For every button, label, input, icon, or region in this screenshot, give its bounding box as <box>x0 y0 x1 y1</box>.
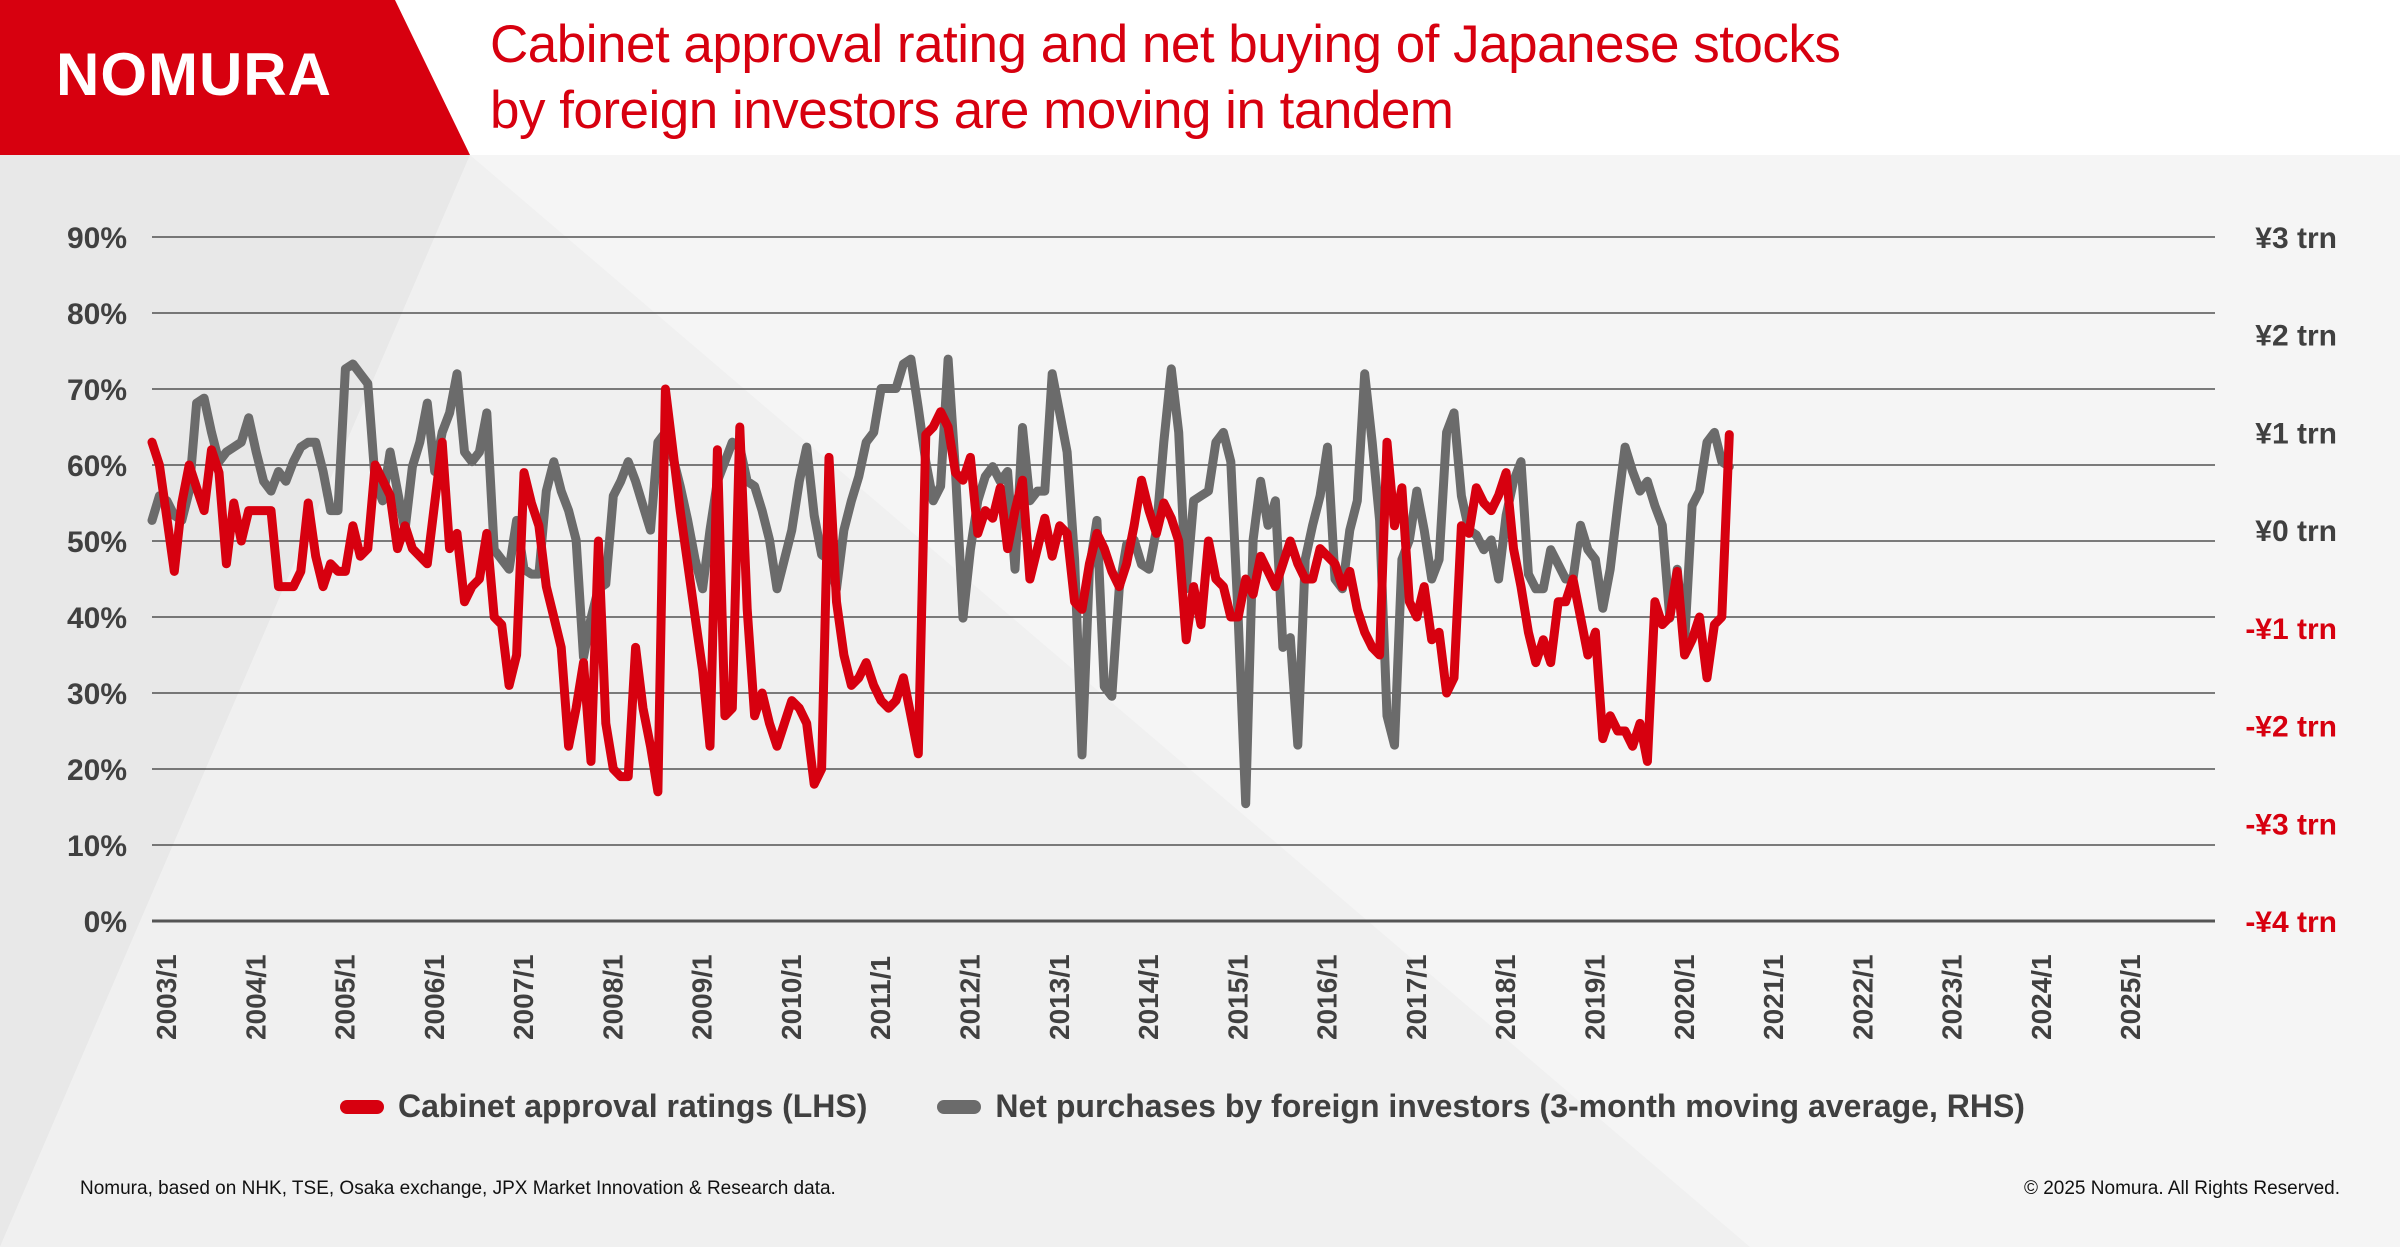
y-right-tick-label: ¥3 trn <box>2255 222 2337 255</box>
x-tick-label: 2004/1 <box>240 954 271 1040</box>
y-right-tick-label: -¥3 trn <box>2245 808 2337 841</box>
y-right-tick-label: -¥1 trn <box>2245 613 2337 646</box>
y-left-tick-label: 40% <box>67 602 127 635</box>
y-left-tick-label: 10% <box>67 830 127 863</box>
legend: Cabinet approval ratings (LHS) Net purch… <box>340 1088 2095 1125</box>
y-right-tick-label: ¥2 trn <box>2255 320 2337 353</box>
y-left-tick-label: 90% <box>67 222 127 255</box>
y-left-tick-label: 0% <box>84 906 127 939</box>
x-tick-label: 2007/1 <box>508 954 539 1040</box>
title-line-2: by foreign investors are moving in tande… <box>490 81 1454 140</box>
y-left-tick-label: 20% <box>67 754 127 787</box>
copyright: © 2025 Nomura. All Rights Reserved. <box>2023 1178 2340 1199</box>
series-line-approval <box>147 384 1734 797</box>
x-tick-label: 2015/1 <box>1222 954 1253 1040</box>
y-left-tick-label: 50% <box>67 526 127 559</box>
y-left-tick-label: 80% <box>67 298 127 331</box>
x-tick-label: 2006/1 <box>419 954 450 1040</box>
x-tick-label: 2021/1 <box>1758 954 1789 1040</box>
x-tick-label: 2008/1 <box>597 954 628 1040</box>
legend-swatch-approval <box>340 1099 384 1114</box>
y-left-tick-label: 60% <box>67 450 127 483</box>
x-tick-label: 2010/1 <box>776 954 807 1040</box>
x-tick-label: 2017/1 <box>1401 954 1432 1040</box>
y-left-tick-label: 30% <box>67 678 127 711</box>
y-right-tick-label: ¥0 trn <box>2255 515 2337 548</box>
x-tick-label: 2013/1 <box>1044 954 1075 1040</box>
legend-item-net-purchases: Net purchases by foreign investors (3-mo… <box>937 1088 2025 1125</box>
x-tick-label: 2023/1 <box>1937 954 1968 1040</box>
x-tick-label: 2020/1 <box>1669 954 1700 1040</box>
series-line-net-purchases <box>147 354 1734 809</box>
x-tick-label: 2022/1 <box>1847 954 1878 1040</box>
legend-item-approval: Cabinet approval ratings (LHS) <box>340 1088 867 1125</box>
chart-title: Cabinet approval rating and net buying o… <box>490 12 1841 144</box>
brand-banner <box>0 0 470 155</box>
x-tick-label: 2024/1 <box>2026 954 2057 1040</box>
y-right-tick-label: -¥2 trn <box>2245 711 2337 744</box>
y-right-tick-label: ¥1 trn <box>2255 417 2337 450</box>
x-tick-label: 2016/1 <box>1312 954 1343 1040</box>
legend-swatch-net-purchases <box>937 1099 982 1114</box>
header: NOMURA Cabinet approval rating and net b… <box>0 0 2400 155</box>
legend-label-net-purchases: Net purchases by foreign investors (3-mo… <box>995 1088 2025 1124</box>
x-tick-label: 2018/1 <box>1490 954 1521 1040</box>
x-tick-label: 2025/1 <box>2115 954 2146 1040</box>
x-tick-label: 2009/1 <box>687 954 718 1040</box>
x-tick-label: 2019/1 <box>1579 954 1610 1040</box>
x-tick-label: 2003/1 <box>151 954 182 1040</box>
y-right-tick-label: -¥4 trn <box>2245 906 2337 939</box>
x-tick-label: 2012/1 <box>955 954 986 1040</box>
x-tick-label: 2011/1 <box>865 956 896 1040</box>
legend-label-approval: Cabinet approval ratings (LHS) <box>398 1088 868 1124</box>
y-left-tick-label: 70% <box>67 374 127 407</box>
x-tick-label: 2014/1 <box>1133 954 1164 1040</box>
x-tick-label: 2005/1 <box>330 954 361 1040</box>
title-line-1: Cabinet approval rating and net buying o… <box>490 15 1841 74</box>
nomura-logo: NOMURA <box>56 41 332 108</box>
source-note: Nomura, based on NHK, TSE, Osaka exchang… <box>80 1178 836 1199</box>
